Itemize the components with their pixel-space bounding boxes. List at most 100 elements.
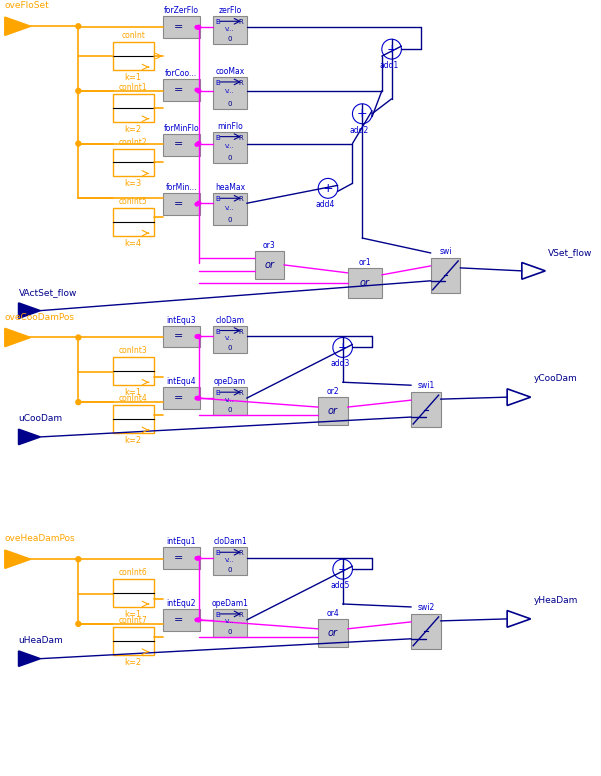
Text: B: B bbox=[215, 19, 220, 26]
Text: add5: add5 bbox=[330, 581, 349, 590]
FancyBboxPatch shape bbox=[318, 397, 347, 425]
FancyBboxPatch shape bbox=[162, 547, 200, 569]
Text: B: B bbox=[215, 80, 220, 86]
FancyBboxPatch shape bbox=[162, 387, 200, 409]
Text: conInt4: conInt4 bbox=[119, 394, 147, 403]
Text: or: or bbox=[328, 628, 338, 638]
Text: conInt7: conInt7 bbox=[119, 616, 147, 625]
FancyBboxPatch shape bbox=[112, 94, 154, 122]
Text: intEqu2: intEqu2 bbox=[166, 599, 196, 608]
FancyBboxPatch shape bbox=[112, 358, 154, 385]
Circle shape bbox=[76, 400, 81, 404]
Text: zerFlo: zerFlo bbox=[218, 6, 242, 16]
Circle shape bbox=[352, 104, 372, 123]
Text: or3: or3 bbox=[263, 241, 276, 250]
Polygon shape bbox=[5, 328, 30, 347]
Text: +: + bbox=[386, 43, 397, 56]
Polygon shape bbox=[522, 262, 545, 279]
Text: intEqu3: intEqu3 bbox=[166, 316, 196, 324]
Text: +: + bbox=[323, 182, 334, 195]
Text: =: = bbox=[174, 85, 183, 95]
FancyBboxPatch shape bbox=[112, 627, 154, 655]
Circle shape bbox=[76, 24, 81, 29]
FancyBboxPatch shape bbox=[162, 16, 200, 38]
Text: 0: 0 bbox=[228, 345, 233, 352]
Text: swi: swi bbox=[439, 247, 452, 256]
FancyBboxPatch shape bbox=[213, 387, 247, 415]
Text: k=1: k=1 bbox=[124, 388, 142, 397]
Circle shape bbox=[195, 143, 199, 147]
Text: +: + bbox=[337, 341, 348, 354]
Text: R: R bbox=[238, 328, 243, 334]
Text: VSet_flow: VSet_flow bbox=[548, 248, 593, 257]
Polygon shape bbox=[507, 389, 531, 406]
FancyBboxPatch shape bbox=[213, 193, 247, 225]
Text: k=3: k=3 bbox=[124, 179, 142, 189]
Text: opeDam1: opeDam1 bbox=[212, 599, 248, 608]
Circle shape bbox=[195, 618, 199, 622]
Text: conInt3: conInt3 bbox=[119, 346, 147, 355]
Text: V...: V... bbox=[225, 89, 235, 95]
Text: =: = bbox=[174, 199, 183, 210]
Text: V...: V... bbox=[225, 336, 235, 341]
Text: B: B bbox=[215, 390, 220, 397]
FancyBboxPatch shape bbox=[213, 609, 247, 637]
Text: 0: 0 bbox=[228, 217, 233, 223]
Text: heaMax: heaMax bbox=[215, 183, 245, 192]
FancyBboxPatch shape bbox=[213, 132, 247, 164]
Text: conInt: conInt bbox=[121, 31, 145, 40]
Text: 0: 0 bbox=[228, 629, 233, 635]
Text: +: + bbox=[357, 107, 368, 120]
Polygon shape bbox=[5, 550, 30, 568]
Text: add2: add2 bbox=[350, 126, 369, 135]
Text: 0: 0 bbox=[228, 36, 233, 42]
Text: or: or bbox=[264, 260, 274, 270]
Circle shape bbox=[76, 88, 81, 93]
Polygon shape bbox=[19, 429, 40, 445]
Text: 0: 0 bbox=[228, 567, 233, 573]
Text: =: = bbox=[174, 553, 183, 563]
Polygon shape bbox=[507, 611, 531, 627]
Text: conInt6: conInt6 bbox=[119, 568, 147, 577]
Polygon shape bbox=[19, 651, 40, 667]
Text: k=1: k=1 bbox=[124, 610, 142, 619]
Text: VActSet_flow: VActSet_flow bbox=[19, 288, 77, 296]
Circle shape bbox=[318, 178, 338, 199]
Text: or4: or4 bbox=[326, 609, 339, 618]
Text: V...: V... bbox=[225, 206, 235, 211]
Text: 0: 0 bbox=[228, 101, 233, 107]
FancyBboxPatch shape bbox=[162, 79, 200, 101]
Text: B: B bbox=[215, 612, 220, 618]
FancyBboxPatch shape bbox=[213, 547, 247, 575]
Text: k=2: k=2 bbox=[124, 125, 142, 133]
Text: B: B bbox=[215, 196, 220, 203]
Text: forZerFlo: forZerFlo bbox=[163, 6, 198, 16]
FancyBboxPatch shape bbox=[112, 208, 154, 236]
Text: +: + bbox=[337, 563, 348, 576]
FancyBboxPatch shape bbox=[162, 326, 200, 348]
Text: oveCooDamPos: oveCooDamPos bbox=[5, 313, 75, 321]
Text: cloDam1: cloDam1 bbox=[213, 537, 247, 546]
Text: =: = bbox=[174, 23, 183, 33]
Text: B: B bbox=[215, 135, 220, 140]
Text: B: B bbox=[215, 328, 220, 334]
Text: conInt5: conInt5 bbox=[119, 197, 147, 206]
Text: or1: or1 bbox=[358, 258, 371, 267]
FancyBboxPatch shape bbox=[112, 148, 154, 176]
Polygon shape bbox=[19, 303, 40, 318]
Text: opeDam: opeDam bbox=[214, 377, 246, 386]
Text: B: B bbox=[215, 550, 220, 556]
Text: conInt1: conInt1 bbox=[119, 83, 147, 92]
Text: or2: or2 bbox=[326, 387, 339, 397]
Circle shape bbox=[197, 26, 201, 29]
Circle shape bbox=[197, 556, 201, 560]
FancyBboxPatch shape bbox=[112, 42, 154, 70]
Text: forMin...: forMin... bbox=[165, 183, 197, 192]
FancyBboxPatch shape bbox=[213, 16, 247, 44]
Text: V...: V... bbox=[225, 144, 235, 149]
Circle shape bbox=[382, 39, 401, 59]
Text: uCooDam: uCooDam bbox=[19, 414, 63, 423]
Text: k=1: k=1 bbox=[124, 73, 142, 82]
Text: or: or bbox=[359, 278, 370, 288]
FancyBboxPatch shape bbox=[347, 268, 382, 298]
